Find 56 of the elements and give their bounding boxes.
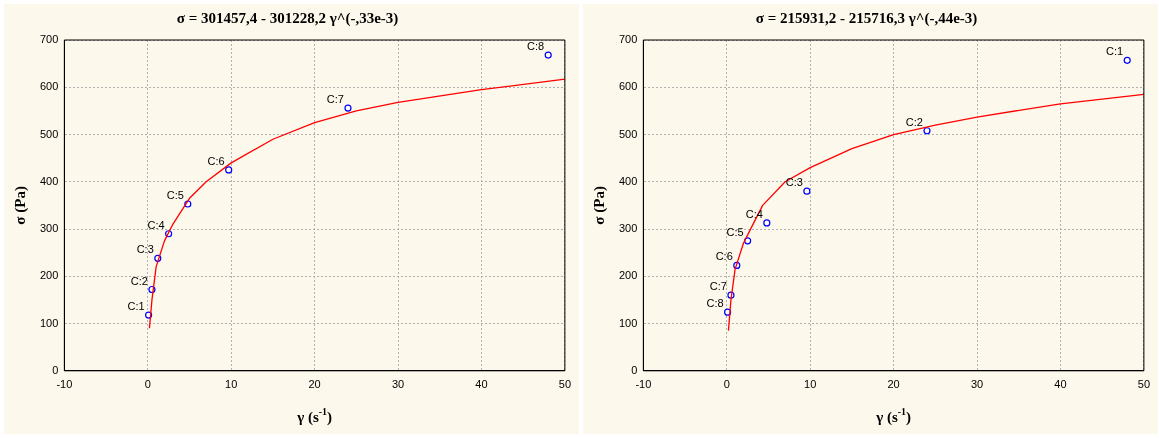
y-tick-label: 200 [39, 269, 59, 282]
point [225, 166, 233, 174]
x-tick-label: 40 [475, 378, 488, 391]
annotation: C:2 [130, 274, 148, 287]
y-axis-title: σ (Pa) [590, 186, 608, 225]
x-tick-label: 30 [391, 378, 405, 391]
annotation: C:1 [127, 300, 145, 313]
x-tick-label: -10 [635, 378, 652, 391]
annotation: C:7 [709, 280, 727, 293]
y-tick-label: 500 [39, 127, 59, 140]
y-tick-label: 700 [39, 33, 59, 46]
x-tick-label: 20 [887, 378, 900, 391]
x-tick-label: 20 [308, 378, 321, 391]
annotation: C:7 [326, 93, 344, 106]
x-tick-label: 40 [1054, 378, 1067, 391]
y-tick-label: 100 [618, 316, 638, 329]
x-tick-label: -10 [56, 378, 73, 391]
annotation: C:6 [715, 250, 733, 263]
x-tick-label: 30 [970, 378, 984, 391]
y-tick-label: 100 [39, 316, 59, 329]
y-tick-label: 400 [39, 174, 59, 187]
point [344, 104, 352, 112]
y-tick-label: 300 [618, 222, 638, 235]
annotation: C:1 [1106, 45, 1124, 58]
y-tick-label: 300 [39, 222, 59, 235]
y-tick-label: 500 [618, 127, 638, 140]
y-tick-label: 400 [618, 174, 638, 187]
point [763, 219, 771, 227]
chart-title: σ = 301457,4 - 301228,2 γ^(-,33e-3) [176, 9, 399, 27]
x-tick-label: 0 [723, 378, 730, 391]
annotation: C:3 [785, 176, 803, 189]
y-tick-label: 700 [618, 33, 638, 46]
point [544, 51, 552, 59]
annotation: C:4 [147, 218, 165, 231]
y-tick-label: 600 [618, 80, 638, 93]
x-tick-label: 10 [225, 378, 238, 391]
y-tick-label: 0 [631, 363, 638, 376]
point [923, 127, 931, 135]
x-tick-label: 50 [1137, 378, 1151, 391]
annotation: C:3 [136, 243, 154, 256]
annotation: C:8 [527, 40, 545, 53]
x-tick-label: 10 [804, 378, 817, 391]
annotation: C:5 [726, 225, 744, 238]
point [803, 187, 811, 195]
annotation: C:2 [905, 115, 923, 128]
y-axis-title: σ (Pa) [11, 186, 29, 225]
annotation: C:6 [207, 154, 225, 167]
x-tick-label: 0 [144, 378, 151, 391]
y-tick-label: 200 [618, 269, 638, 282]
point [1123, 56, 1131, 64]
annotation: C:8 [706, 297, 724, 310]
chart-title: σ = 215931,2 - 215716,3 γ^(-,44e-3) [755, 9, 978, 27]
y-tick-label: 600 [39, 80, 59, 93]
x-tick-label: 50 [558, 378, 572, 391]
y-tick-label: 0 [52, 363, 59, 376]
annotation: C:5 [166, 188, 184, 201]
